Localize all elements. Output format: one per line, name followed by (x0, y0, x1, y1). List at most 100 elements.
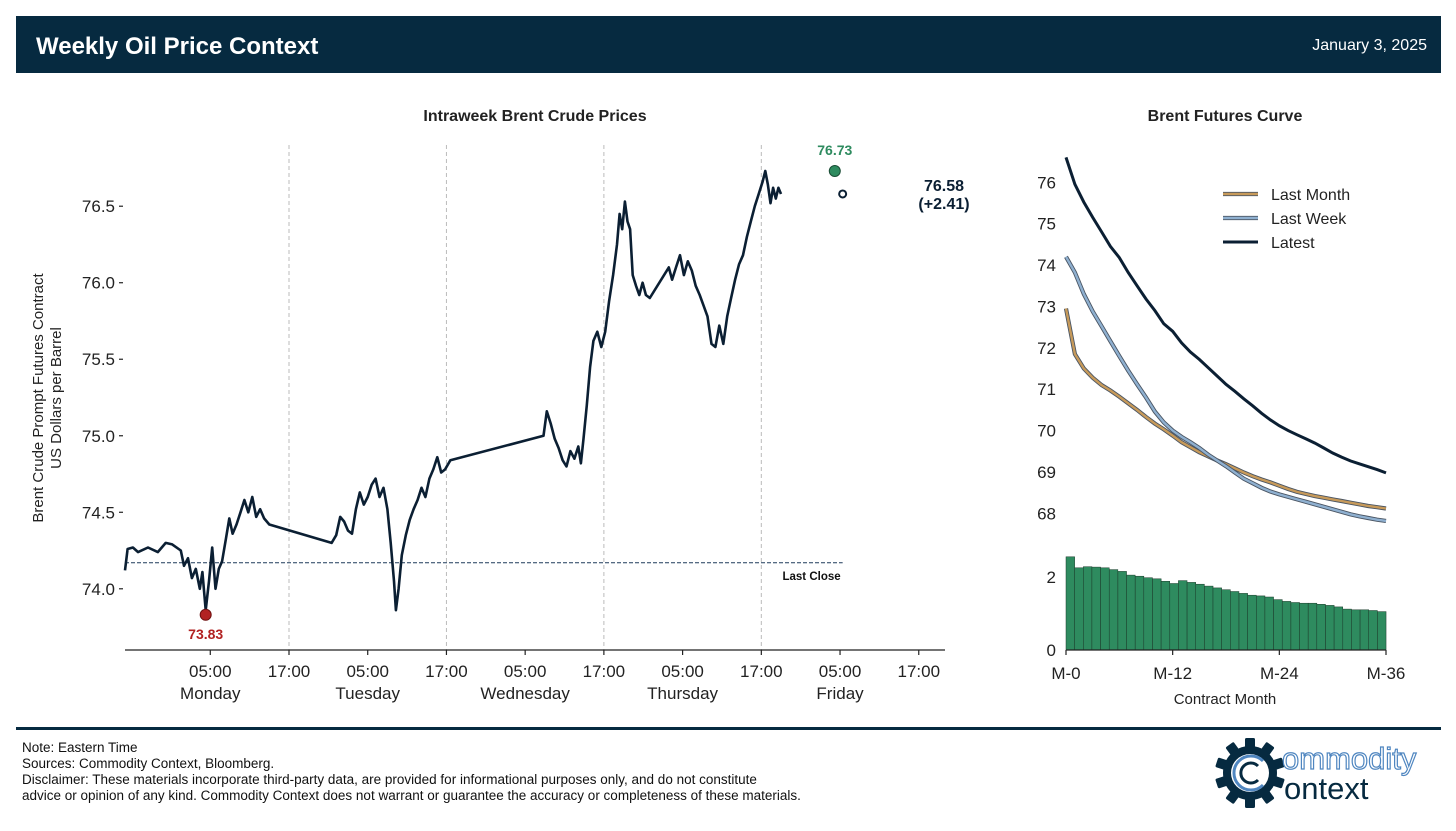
gear-c-logo-icon (1215, 738, 1285, 808)
curve-y-tick-label: 75 (1037, 215, 1056, 234)
last-close-label: Last Close (782, 571, 840, 583)
y-tick-label: 74.5 (82, 503, 115, 522)
futures-chart-title: Brent Futures Curve (1148, 108, 1303, 125)
y-axis-label-line2: US Dollars per Barrel (48, 327, 65, 469)
spread-bar (1117, 571, 1127, 651)
curve-y-tick-label: 70 (1037, 422, 1056, 441)
commodity-context-logo: ommodity ontext (1215, 738, 1417, 808)
y-axis-label-line1: Brent Crude Prompt Futures Contract (30, 273, 47, 523)
spread-bar (1169, 583, 1179, 651)
spread-bar (1091, 566, 1101, 651)
logo-word-context: ontext (1284, 771, 1369, 806)
x-tick-time-label: 17:00 (268, 662, 311, 681)
spread-bar (1143, 577, 1153, 651)
footer-notes: Note: Eastern Time Sources: Commodity Co… (22, 740, 801, 804)
curve-line-last-week (1064, 256, 1387, 523)
spread-bar (1083, 566, 1093, 651)
intraweek-price-chart: Intraweek Brent Crude Prices Brent Crude… (30, 108, 970, 703)
spread-bar (1342, 608, 1352, 651)
x-tick-time-label: 05:00 (819, 662, 862, 681)
curve-y-tick-label: 69 (1037, 463, 1056, 482)
sources-text: Sources: Commodity Context, Bloomberg. (22, 756, 275, 771)
spread-bar (1256, 595, 1266, 651)
curve-x-tick-label: M-24 (1260, 664, 1299, 683)
weekly-high-marker (828, 165, 841, 178)
brent-price-line (123, 169, 783, 612)
weekly-low-label: 73.83 (188, 626, 223, 642)
weekly-low-marker (199, 608, 212, 621)
curve-legend: Last Month Last Week Latest (1223, 187, 1350, 252)
spread-bar (1221, 589, 1231, 651)
bar-y-tick-label: 0 (1047, 641, 1056, 660)
spread-bar (1152, 578, 1162, 651)
x-tick-time-label: 05:00 (504, 662, 547, 681)
x-tick-day-label: Tuesday (335, 684, 400, 703)
spread-bar (1377, 611, 1387, 651)
x-tick-time-label: 05:00 (189, 662, 232, 681)
spread-bar (1290, 602, 1300, 651)
latest-price-label: 76.58 (924, 178, 964, 195)
disclaimer-line1: Disclaimer: These materials incorporate … (22, 772, 757, 787)
spread-bar (1160, 581, 1171, 651)
spread-bar (1325, 605, 1335, 651)
spread-bar (1307, 602, 1318, 651)
spread-bar (1212, 587, 1222, 651)
latest-change-label: (+2.41) (918, 196, 969, 213)
footer-divider (16, 727, 1441, 730)
y-tick-label: 75.5 (82, 350, 115, 369)
curve-y-tick-label: 76 (1037, 173, 1056, 192)
spread-bar (1186, 582, 1197, 651)
legend-label: Last Month (1271, 187, 1350, 204)
y-tick-label: 75.0 (82, 427, 115, 446)
x-tick-day-label: Thursday (647, 684, 718, 703)
spread-bar (1316, 604, 1326, 651)
x-tick-time-label: 17:00 (583, 662, 626, 681)
spread-bar (1273, 599, 1283, 651)
spread-bar (1134, 575, 1145, 651)
curve-line-outline-last-month (1063, 308, 1387, 511)
curve-y-tick-label: 71 (1037, 380, 1056, 399)
legend-label: Last Week (1271, 211, 1347, 228)
curve-line-latest (1064, 156, 1387, 475)
x-tick-day-label: Wednesday (480, 684, 570, 703)
curve-line-outline-last-week (1064, 255, 1387, 523)
curve-x-tick-label: M-0 (1051, 664, 1080, 683)
y-tick-label: 74.0 (82, 580, 115, 599)
spread-bar (1238, 593, 1248, 651)
spread-bar (1281, 601, 1292, 651)
legend-label: Latest (1271, 235, 1315, 252)
spread-bar (1368, 610, 1378, 651)
spread-bar (1299, 602, 1309, 651)
logo-word-commodity: ommodity (1282, 741, 1417, 776)
spread-bar (1264, 596, 1274, 651)
curve-line-last-month (1064, 308, 1387, 510)
spread-bar (1195, 583, 1205, 651)
x-axis-label-contract-month: Contract Month (1174, 691, 1277, 708)
spread-bar (1126, 574, 1136, 651)
spread-bar (1204, 585, 1214, 651)
page-title: Weekly Oil Price Context (36, 33, 319, 60)
report-date: January 3, 2025 (1312, 37, 1427, 54)
spread-bar (1100, 567, 1110, 651)
spread-bar (1108, 569, 1119, 651)
note-text: Note: Eastern Time (22, 740, 138, 755)
x-tick-time-label: 17:00 (897, 662, 940, 681)
y-tick-label: 76.5 (82, 197, 115, 216)
spread-bar (1359, 609, 1370, 651)
curve-y-tick-label: 68 (1037, 504, 1056, 523)
x-tick-day-label: Friday (816, 684, 864, 703)
curve-y-tick-label: 74 (1037, 256, 1056, 275)
intraweek-chart-title: Intraweek Brent Crude Prices (423, 108, 646, 125)
curve-y-tick-label: 73 (1037, 297, 1056, 316)
header-bar: Weekly Oil Price Context January 3, 2025 (16, 16, 1441, 73)
curve-y-tick-label: 72 (1037, 339, 1056, 358)
latest-price-marker (838, 189, 848, 199)
spread-bar (1178, 580, 1188, 651)
spread-bar (1351, 609, 1361, 651)
x-tick-time-label: 17:00 (425, 662, 468, 681)
spread-bar (1065, 556, 1075, 651)
y-tick-label: 76.0 (82, 274, 115, 293)
x-tick-time-label: 05:00 (346, 662, 389, 681)
disclaimer-line2: advice or opinion of any kind. Commodity… (22, 788, 801, 803)
spread-bar (1247, 594, 1257, 651)
